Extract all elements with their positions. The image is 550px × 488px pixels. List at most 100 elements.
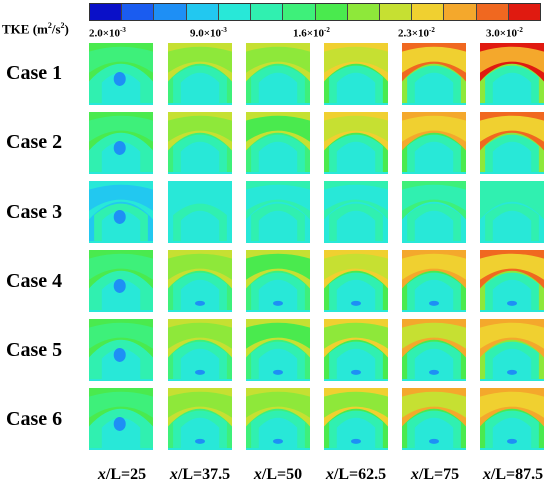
contour-band xyxy=(492,417,532,449)
contour-panel xyxy=(246,43,310,105)
contour-band xyxy=(324,184,388,211)
contour-band xyxy=(402,448,466,450)
row-label-case-2: Case 2 xyxy=(6,131,63,153)
colorbar-segment xyxy=(218,4,252,20)
contour-band xyxy=(324,241,388,243)
contour-core xyxy=(113,209,126,224)
contour-band xyxy=(246,253,310,280)
contour-band xyxy=(402,310,466,312)
contour-band xyxy=(480,253,544,280)
contour-band xyxy=(402,253,466,280)
row-label-case-3: Case 3 xyxy=(6,201,63,223)
contour-band xyxy=(258,141,298,173)
contour-band xyxy=(402,46,466,73)
contour-core xyxy=(507,438,517,444)
contour-band xyxy=(324,172,388,174)
colorbar-segment xyxy=(444,4,477,20)
colorbar-segment xyxy=(315,4,348,20)
contour-band xyxy=(258,210,298,242)
contour-band xyxy=(89,172,153,174)
colorbar-segment xyxy=(283,4,316,20)
contour-band xyxy=(168,172,232,174)
contour-panel xyxy=(168,319,232,381)
colorbar-tick-4: 2.3×10-2 xyxy=(398,26,435,40)
contour-core xyxy=(351,438,361,444)
contour-band xyxy=(480,391,544,418)
contour-band xyxy=(402,379,466,381)
contour-band xyxy=(246,241,310,243)
contour-band xyxy=(480,379,544,381)
contour-band xyxy=(89,448,153,450)
contour-band xyxy=(101,72,141,104)
contour-panel xyxy=(89,319,153,381)
contour-panel xyxy=(246,388,310,450)
contour-band xyxy=(324,115,388,142)
contour-band xyxy=(89,115,153,142)
row-label-case-4: Case 4 xyxy=(6,270,63,292)
contour-band xyxy=(492,72,532,104)
contour-band xyxy=(480,46,544,73)
contour-band xyxy=(180,141,220,173)
contour-band xyxy=(180,279,220,311)
row-label-case-1: Case 1 xyxy=(6,62,63,84)
contour-panel xyxy=(480,388,544,450)
contour-core xyxy=(113,278,126,293)
colorbar-segment xyxy=(154,4,187,20)
contour-panel xyxy=(89,43,153,105)
contour-band xyxy=(258,417,298,449)
contour-panel xyxy=(168,250,232,312)
contour-band xyxy=(101,141,141,173)
contour-band xyxy=(180,72,220,104)
contour-core xyxy=(195,438,205,444)
contour-panel xyxy=(246,250,310,312)
contour-core xyxy=(351,369,361,375)
contour-band xyxy=(180,348,220,380)
contour-panel xyxy=(324,181,388,243)
contour-band xyxy=(246,103,310,105)
colorbar-segment xyxy=(251,4,284,20)
row-label-case-5: Case 5 xyxy=(6,339,63,361)
contour-band xyxy=(168,391,232,418)
contour-band xyxy=(402,115,466,142)
contour-core xyxy=(273,369,283,375)
contour-panel xyxy=(324,250,388,312)
contour-panel xyxy=(480,112,544,174)
contour-band xyxy=(89,310,153,312)
contour-panel xyxy=(324,112,388,174)
contour-panel xyxy=(402,388,466,450)
col-label-6: x/L=87.5 xyxy=(482,466,544,483)
contour-band xyxy=(89,379,153,381)
contour-panel xyxy=(246,112,310,174)
contour-band xyxy=(324,103,388,105)
contour-panel xyxy=(89,181,153,243)
contour-band xyxy=(101,348,141,380)
contour-panel xyxy=(402,319,466,381)
contour-band xyxy=(246,46,310,73)
contour-band xyxy=(246,172,310,174)
contour-band xyxy=(101,210,141,242)
contour-core xyxy=(113,416,126,431)
contour-core xyxy=(429,369,439,375)
contour-band xyxy=(168,103,232,105)
contour-band xyxy=(492,141,532,173)
contour-panel xyxy=(89,112,153,174)
contour-band xyxy=(101,417,141,449)
contour-band xyxy=(246,379,310,381)
colorbar-tick-5: 3.0×10-2 xyxy=(486,26,523,40)
contour-band xyxy=(480,103,544,105)
contour-band xyxy=(258,279,298,311)
contour-band xyxy=(402,172,466,174)
contour-band xyxy=(246,322,310,349)
contour-band xyxy=(414,141,454,173)
contour-panel xyxy=(168,388,232,450)
contour-band xyxy=(480,184,544,211)
contour-panel xyxy=(480,43,544,105)
contour-core xyxy=(351,300,361,306)
contour-band xyxy=(168,46,232,73)
contour-core xyxy=(113,347,126,362)
colorbar-segment xyxy=(122,4,155,20)
tke-colorbar xyxy=(89,3,541,21)
contour-panel xyxy=(168,112,232,174)
contour-band xyxy=(336,348,376,380)
